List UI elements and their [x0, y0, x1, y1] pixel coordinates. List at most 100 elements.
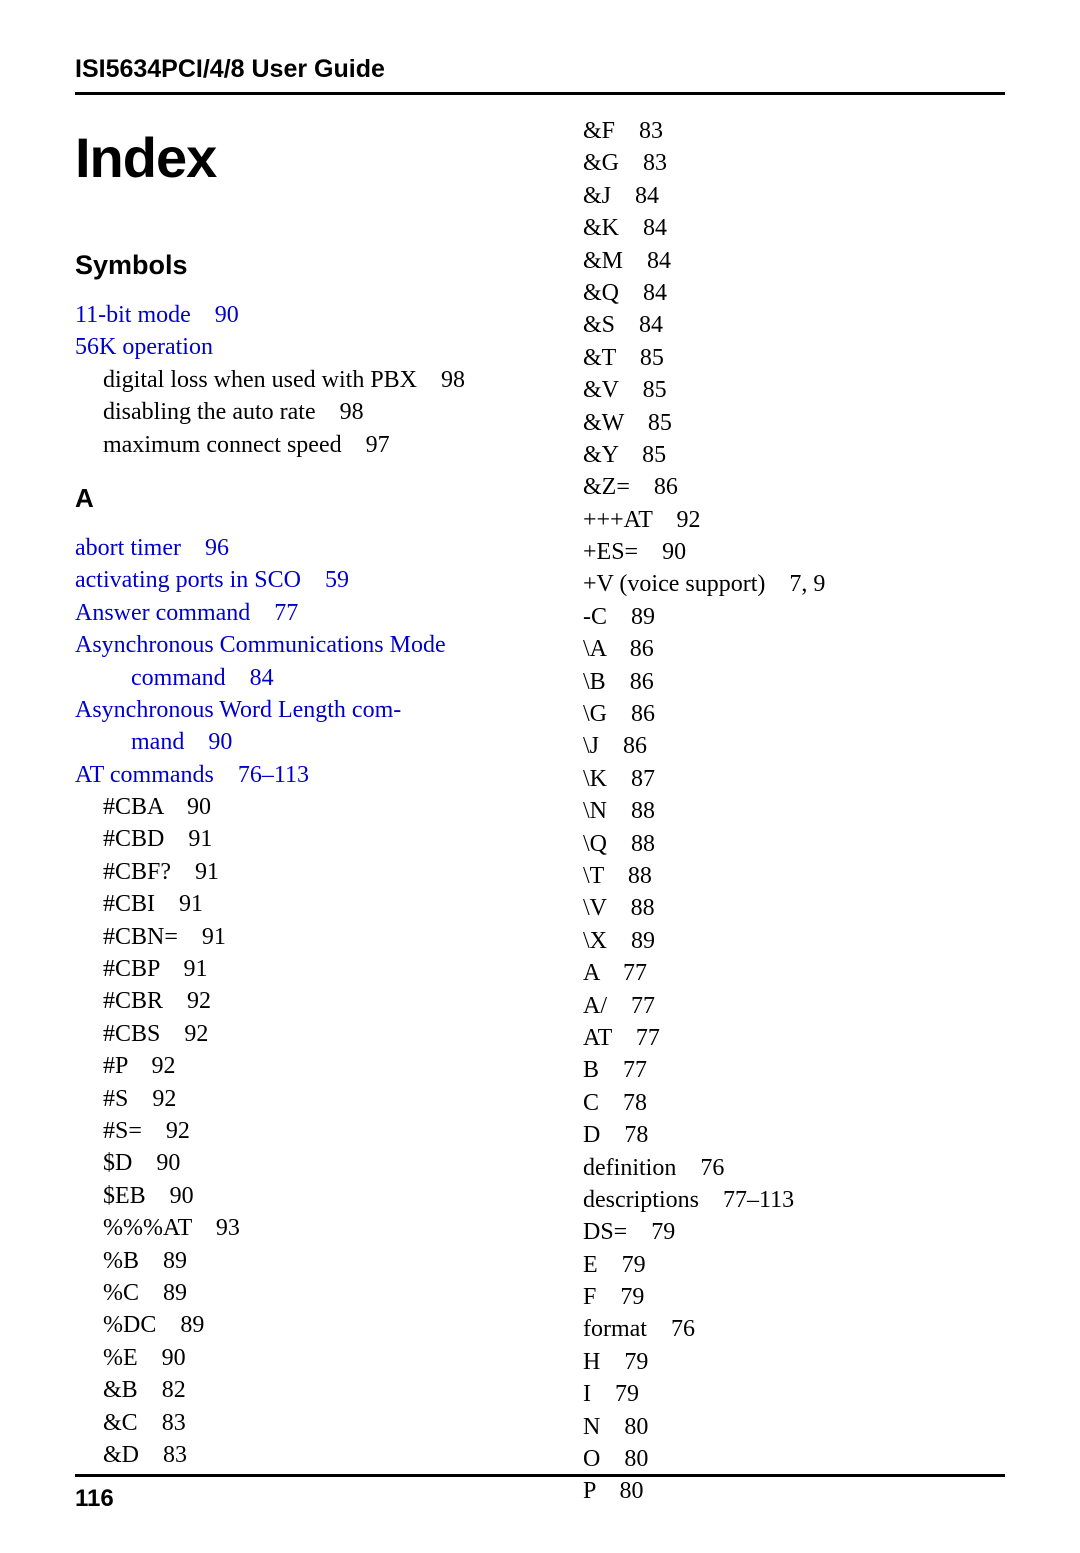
index-pages: 84	[619, 215, 667, 241]
index-term: -C	[583, 604, 607, 630]
index-term: 56K operation	[75, 334, 213, 360]
index-term: %B	[103, 1248, 139, 1274]
index-entry: \A 86	[555, 633, 1005, 665]
index-entry: &J 84	[555, 180, 1005, 212]
index-term: digital loss when used with PBX	[103, 367, 417, 393]
index-pages: 79	[591, 1381, 639, 1407]
index-term: disabling the auto rate	[103, 399, 316, 425]
index-entry: AT 77	[555, 1022, 1005, 1054]
index-entry[interactable]: Asynchronous Communications Mode	[75, 629, 525, 661]
index-entry: F 79	[555, 1281, 1005, 1313]
index-pages: 90	[184, 729, 232, 755]
index-term: $D	[103, 1150, 132, 1176]
index-term: #CBR	[103, 988, 163, 1014]
index-pages: 90	[146, 1183, 194, 1209]
index-term: I	[583, 1381, 591, 1407]
index-entry: #CBP 91	[75, 953, 525, 985]
index-entry: \B 86	[555, 666, 1005, 698]
index-pages: 84	[611, 183, 659, 209]
index-pages: 7, 9	[765, 571, 825, 597]
index-term: +ES=	[583, 539, 638, 565]
index-term: \X	[583, 928, 607, 954]
index-term: abort timer	[75, 535, 181, 561]
index-entry: E 79	[555, 1249, 1005, 1281]
index-term: &W	[583, 410, 624, 436]
index-pages: 86	[599, 733, 647, 759]
index-entry: D 78	[555, 1119, 1005, 1151]
index-term: &Z=	[583, 474, 630, 500]
index-pages: 79	[627, 1219, 675, 1245]
index-entry[interactable]: 56K operation	[75, 331, 525, 363]
index-entry: #S= 92	[75, 1115, 525, 1147]
index-entry: \T 88	[555, 860, 1005, 892]
index-term: N	[583, 1414, 600, 1440]
index-entry: &M 84	[555, 245, 1005, 277]
index-entry: $D 90	[75, 1147, 525, 1179]
index-term: Asynchronous Communications Mode	[75, 632, 446, 658]
index-pages: 93	[192, 1215, 240, 1241]
index-entry: #CBR 92	[75, 985, 525, 1017]
index-pages: 91	[171, 859, 219, 885]
index-term: %C	[103, 1280, 139, 1306]
index-entry: &G 83	[555, 147, 1005, 179]
index-pages: 91	[155, 891, 203, 917]
index-entry: &F 83	[555, 115, 1005, 147]
index-entry: &V 85	[555, 374, 1005, 406]
index-term: #CBI	[103, 891, 155, 917]
index-pages: 86	[606, 669, 654, 695]
index-entry: \V 88	[555, 892, 1005, 924]
index-term: %E	[103, 1345, 138, 1371]
index-entry: %E 90	[75, 1342, 525, 1374]
index-pages: 97	[342, 432, 390, 458]
index-pages: 98	[316, 399, 364, 425]
index-term: &G	[583, 150, 619, 176]
index-term: \K	[583, 766, 607, 792]
section-heading: Symbols	[75, 250, 525, 281]
index-entry[interactable]: command 84	[75, 662, 525, 694]
index-entry: $EB 90	[75, 1180, 525, 1212]
index-pages: 84	[619, 280, 667, 306]
index-entry: &B 82	[75, 1374, 525, 1406]
page-number: 116	[75, 1485, 1005, 1513]
index-term: &J	[583, 183, 611, 209]
index-pages: 96	[181, 535, 229, 561]
index-term: H	[583, 1349, 600, 1375]
index-entry: I 79	[555, 1378, 1005, 1410]
index-pages: 92	[127, 1053, 175, 1079]
index-term: &M	[583, 248, 623, 274]
index-pages: 88	[604, 863, 652, 889]
index-term: #CBA	[103, 794, 163, 820]
index-entry: &D 83	[75, 1439, 525, 1471]
index-term: command	[131, 665, 226, 691]
index-entry[interactable]: mand 90	[75, 726, 525, 758]
index-pages: 84	[623, 248, 671, 274]
index-entry: definition 76	[555, 1152, 1005, 1184]
index-term: &Y	[583, 442, 618, 468]
index-pages: 92	[653, 507, 701, 533]
index-pages: 77	[250, 600, 298, 626]
index-body: Index Symbols11-bit mode 9056K operation…	[75, 115, 1005, 1508]
index-entry: #CBD 91	[75, 823, 525, 855]
index-entry[interactable]: activating ports in SCO 59	[75, 564, 525, 596]
index-term: descriptions	[583, 1187, 699, 1213]
index-pages: 92	[128, 1086, 176, 1112]
index-entry: \N 88	[555, 795, 1005, 827]
index-pages: 59	[301, 567, 349, 593]
index-pages: 85	[624, 410, 672, 436]
index-entry: &Y 85	[555, 439, 1005, 471]
index-pages: 90	[138, 1345, 186, 1371]
index-term: DS=	[583, 1219, 627, 1245]
index-term: &K	[583, 215, 619, 241]
index-pages: 91	[164, 826, 212, 852]
index-entry[interactable]: AT commands 76–113	[75, 759, 525, 791]
index-pages: 92	[160, 1021, 208, 1047]
index-pages: 88	[607, 798, 655, 824]
index-pages: 98	[417, 367, 465, 393]
index-entry[interactable]: abort timer 96	[75, 532, 525, 564]
index-entry[interactable]: Asynchronous Word Length com-	[75, 694, 525, 726]
index-entry: &C 83	[75, 1407, 525, 1439]
index-entry[interactable]: 11-bit mode 90	[75, 299, 525, 331]
index-entry[interactable]: Answer command 77	[75, 597, 525, 629]
index-term: +V (voice support)	[583, 571, 765, 597]
index-pages: 76	[676, 1155, 724, 1181]
